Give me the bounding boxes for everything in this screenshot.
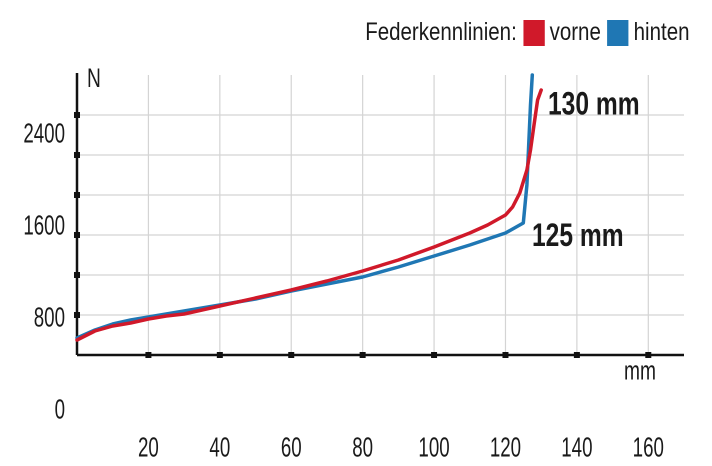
y-axis-unit: N [87,63,101,93]
annotation-hinten: 125 mm [532,218,624,254]
x-tick-label: 140 [561,432,592,462]
x-tick-mark [431,352,438,358]
y-tick-mark [74,312,80,318]
x-axis-unit: mm [624,355,656,385]
x-tick-mark [359,352,366,358]
x-tick-label: 100 [418,432,449,462]
series-line-hinten [75,73,535,340]
axes [75,73,684,357]
legend-swatch-hinten [607,19,630,46]
x-tick-mark [573,352,580,358]
legend-label-hinten: hinten [634,18,690,46]
series-line-vorne [75,88,543,342]
grid [77,75,684,355]
x-tick-label: 60 [281,432,302,462]
y-tick-label: 0 [55,394,65,424]
x-tick-label: 20 [138,432,159,462]
y-ticks: 0 800 1600 2400 [23,112,80,424]
annotation-vorne: 130 mm [548,86,640,122]
y-tick-mark [74,112,80,118]
legend: Federkennlinien: vorne hinten [366,18,690,47]
y-tick-mark [74,152,80,158]
legend-title: Federkennlinien: [365,18,518,46]
legend-swatch-vorne [523,19,546,46]
y-tick-label: 2400 [23,118,65,148]
x-tick-mark [145,352,152,358]
x-tick-mark [216,352,223,358]
y-tick-mark [74,192,80,198]
y-tick-label: 800 [34,302,65,332]
x-tick-mark [288,352,295,358]
x-tick-label: 120 [490,432,521,462]
x-tick-mark [645,352,652,358]
x-tick-label: 160 [633,432,664,462]
x-tick-label: 40 [209,432,230,462]
x-tick-mark [502,352,509,358]
legend-label-vorne: vorne [550,18,602,46]
series-lines [75,73,543,342]
y-tick-label: 1600 [23,210,65,240]
x-tick-label: 80 [352,432,373,462]
y-tick-mark [74,232,80,238]
y-tick-mark [74,272,80,278]
x-ticks: 20 40 60 80 100 120 140 160 [138,352,664,462]
